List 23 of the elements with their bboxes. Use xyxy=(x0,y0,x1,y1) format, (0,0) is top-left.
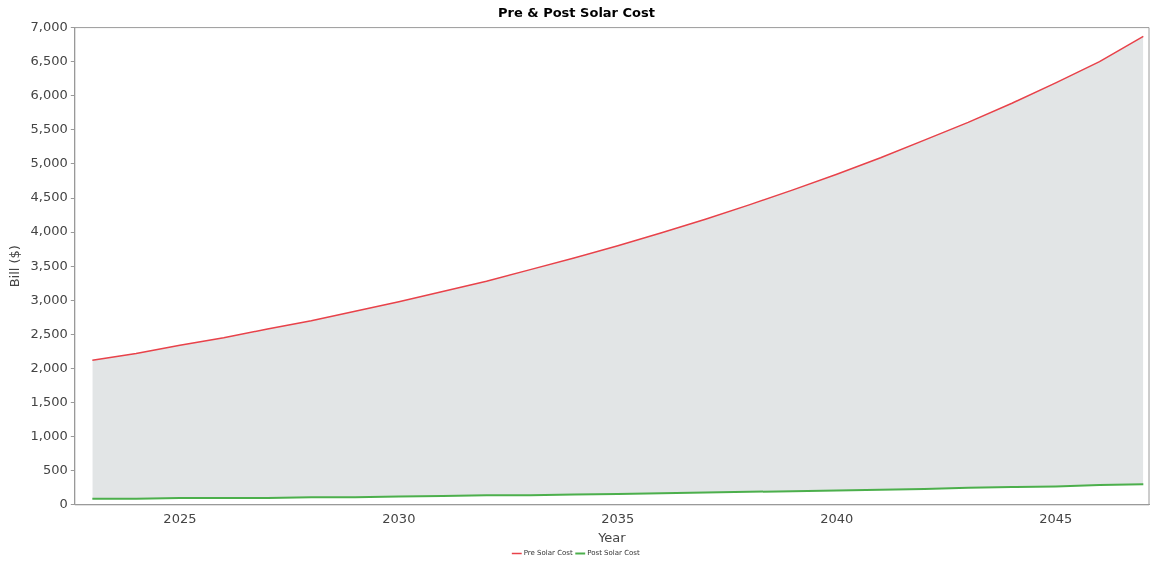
y-tick-label: 500 xyxy=(42,462,68,478)
y-tick-label: 4,500 xyxy=(30,189,68,205)
y-tick-label: 3,000 xyxy=(30,291,68,307)
y-tick-label: 2,500 xyxy=(30,325,68,341)
y-axis-title: Bill ($) xyxy=(7,245,23,288)
y-tick-label: 5,000 xyxy=(30,155,68,171)
x-tick-label: 2025 xyxy=(163,510,197,526)
y-tick-label: 2,000 xyxy=(30,359,68,375)
y-tick-label: 0 xyxy=(59,496,68,512)
y-tick-label: 4,000 xyxy=(30,223,68,239)
y-tick-label: 3,500 xyxy=(30,257,68,273)
x-axis-title: Year xyxy=(597,529,627,545)
x-tick-label: 2040 xyxy=(820,510,854,526)
x-tick-label: 2030 xyxy=(382,510,416,526)
y-tick-label: 1,000 xyxy=(30,428,68,443)
y-tick-label: 1,500 xyxy=(30,393,68,409)
y-tick-label: 5,500 xyxy=(30,121,68,137)
y-tick-label: 7,000 xyxy=(30,18,68,34)
chart-title: Pre & Post Solar Cost xyxy=(498,5,655,21)
y-tick-label: 6,000 xyxy=(30,87,68,103)
x-tick-label: 2045 xyxy=(1039,510,1073,526)
x-tick-label: 2035 xyxy=(601,510,635,526)
y-tick-label: 6,500 xyxy=(30,53,68,69)
